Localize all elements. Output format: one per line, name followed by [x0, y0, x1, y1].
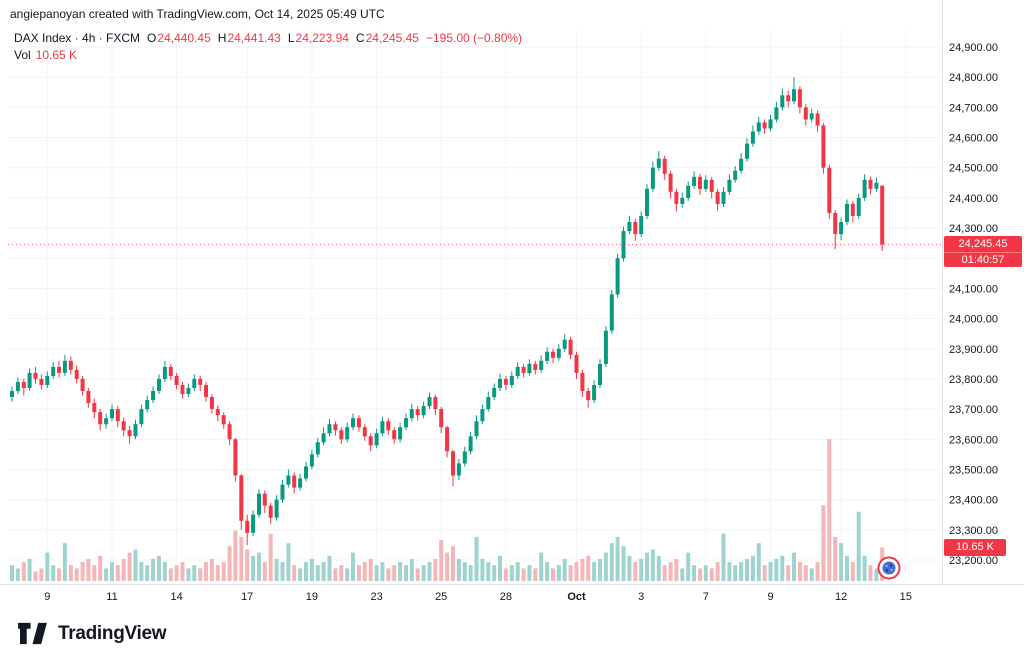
svg-text:19: 19: [306, 591, 318, 603]
svg-text:23,800.00: 23,800.00: [949, 374, 998, 386]
low-pair: L 24,223.94: [288, 31, 349, 45]
volume-label: Vol: [14, 48, 31, 62]
close-label: C: [355, 31, 365, 45]
svg-text:17: 17: [241, 591, 253, 603]
low-value: 24,223.94: [295, 31, 349, 45]
bar-countdown: 01:40:57: [944, 251, 1022, 267]
svg-text:24,800.00: 24,800.00: [949, 72, 998, 84]
volume-value: 10.65 K: [35, 48, 78, 62]
svg-text:25: 25: [435, 591, 447, 603]
svg-text:9: 9: [767, 591, 773, 603]
svg-text:24,700.00: 24,700.00: [949, 102, 998, 114]
svg-text:23,600.00: 23,600.00: [949, 434, 998, 446]
svg-text:14: 14: [170, 591, 182, 603]
candle-layer: [10, 77, 885, 545]
low-label: L: [287, 31, 295, 45]
event-marker-icon[interactable]: [877, 556, 901, 580]
tradingview-logo[interactable]: TradingView: [16, 621, 167, 646]
svg-text:23,500.00: 23,500.00: [949, 465, 998, 477]
svg-text:23,300.00: 23,300.00: [949, 525, 998, 537]
chart-legend[interactable]: DAX Index · 4h · FXCM O 24,440.45 H 24,441…: [14, 31, 522, 45]
svg-text:Oct: Oct: [567, 591, 586, 603]
close-pair: C 24,245.45: [356, 31, 419, 45]
svg-text:12: 12: [835, 591, 847, 603]
svg-text:24,000.00: 24,000.00: [949, 314, 998, 326]
svg-text:3: 3: [638, 591, 644, 603]
tradingview-logo-icon: [18, 622, 47, 645]
svg-text:24,300.00: 24,300.00: [949, 223, 998, 235]
volume-legend[interactable]: Vol 10.65 K: [14, 48, 77, 62]
svg-text:11: 11: [106, 591, 117, 603]
high-label: H: [217, 31, 227, 45]
tradingview-logo-text: TradingView: [58, 622, 167, 644]
svg-text:7: 7: [703, 591, 709, 603]
svg-text:23,200.00: 23,200.00: [949, 555, 998, 567]
chart-canvas[interactable]: 24,900.00 24,800.00 24,700.00 24,600.00 24,5…: [0, 0, 1024, 612]
svg-text:23,900.00: 23,900.00: [949, 344, 998, 356]
svg-text:9: 9: [44, 591, 50, 603]
high-pair: H 24,441.43: [218, 31, 281, 45]
svg-text:24,600.00: 24,600.00: [949, 133, 998, 145]
x-axis-labels[interactable]: 9 11 14 17 19 23 25 28 Oct 3 7 9 12 15: [44, 591, 912, 603]
high-value: 24,441.43: [227, 31, 281, 45]
grid-layer: [8, 30, 941, 583]
open-label: O: [147, 31, 157, 45]
svg-text:28: 28: [500, 591, 512, 603]
symbol-title[interactable]: DAX Index · 4h · FXCM: [14, 31, 141, 45]
last-price-value: 24,245.45: [944, 235, 1022, 252]
svg-text:24,400.00: 24,400.00: [949, 193, 998, 205]
y-axis-labels[interactable]: 24,900.00 24,800.00 24,700.00 24,600.00 24,5…: [949, 42, 998, 567]
svg-text:24,100.00: 24,100.00: [949, 283, 998, 295]
svg-text:23,700.00: 23,700.00: [949, 404, 998, 416]
volume-axis-badge[interactable]: 10.65 K: [944, 539, 1006, 557]
open-value: 24,440.45: [157, 31, 211, 45]
open-pair: O 24,440.45: [147, 31, 211, 45]
attribution-text: angiepanoyan created with TradingView.co…: [10, 7, 385, 21]
svg-text:15: 15: [900, 591, 912, 603]
svg-text:23: 23: [370, 591, 382, 603]
close-value: 24,245.45: [365, 31, 419, 45]
svg-text:23,400.00: 23,400.00: [949, 495, 998, 507]
last-price-badge[interactable]: 24,245.45 01:40:57: [944, 235, 1022, 267]
svg-text:24,500.00: 24,500.00: [949, 163, 998, 175]
svg-text:24,900.00: 24,900.00: [949, 42, 998, 54]
change-value: −195.00 (−0.80%): [425, 31, 523, 45]
